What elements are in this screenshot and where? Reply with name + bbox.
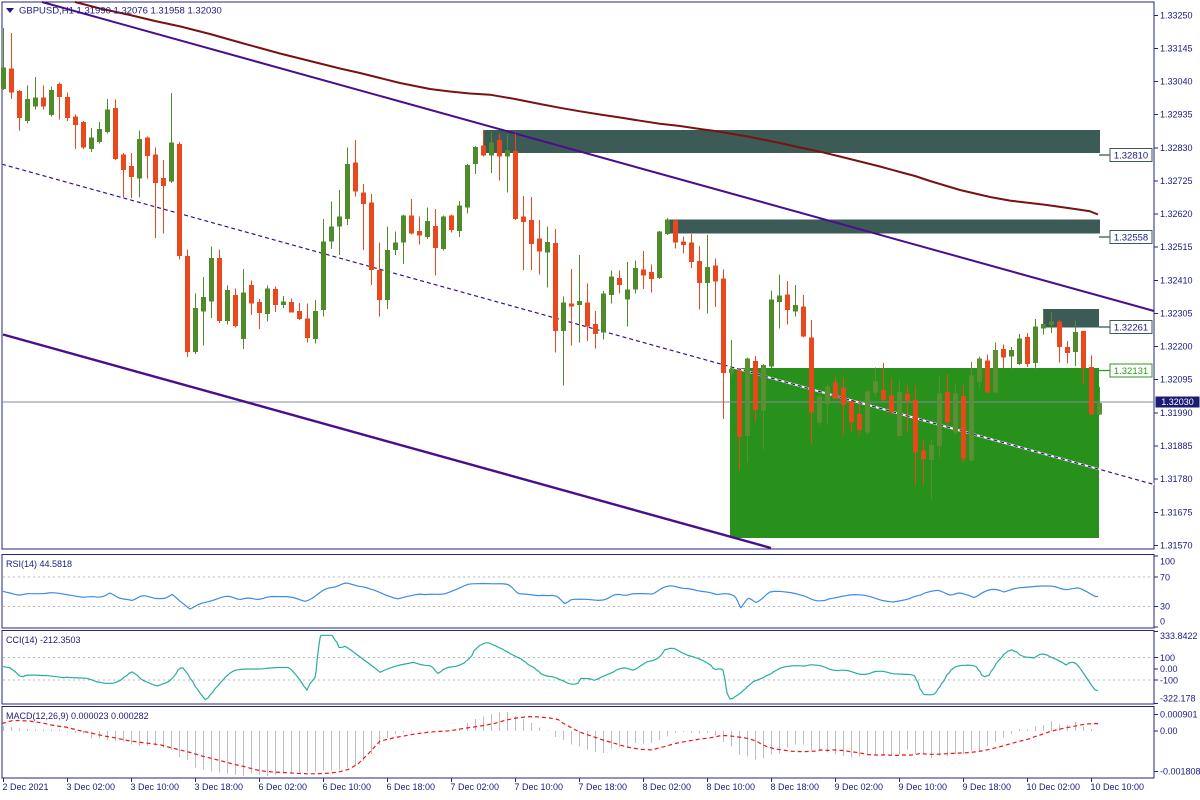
svg-text:1.32030: 1.32030 bbox=[1161, 397, 1194, 407]
svg-text:7 Dec 10:00: 7 Dec 10:00 bbox=[515, 782, 564, 792]
svg-text:1.32305: 1.32305 bbox=[1160, 308, 1193, 318]
svg-text:1.32410: 1.32410 bbox=[1160, 275, 1193, 285]
svg-text:6 Dec 18:00: 6 Dec 18:00 bbox=[387, 782, 436, 792]
svg-text:6 Dec 02:00: 6 Dec 02:00 bbox=[259, 782, 308, 792]
svg-text:8 Dec 10:00: 8 Dec 10:00 bbox=[707, 782, 756, 792]
svg-text:9 Dec 10:00: 9 Dec 10:00 bbox=[899, 782, 948, 792]
svg-text:GBPUSD,H1 1.31990 1.32076 1.31: GBPUSD,H1 1.31990 1.32076 1.31958 1.3203… bbox=[19, 6, 222, 17]
svg-text:1.31885: 1.31885 bbox=[1160, 441, 1193, 451]
svg-text:100: 100 bbox=[1160, 556, 1175, 566]
svg-text:0.000901: 0.000901 bbox=[1160, 710, 1198, 720]
svg-text:0.00: 0.00 bbox=[1160, 726, 1178, 736]
svg-text:MACD(12,26,9) 0.000023 0.00028: MACD(12,26,9) 0.000023 0.000282 bbox=[6, 711, 149, 721]
svg-text:333.8422: 333.8422 bbox=[1160, 631, 1198, 641]
svg-text:1.32131: 1.32131 bbox=[1114, 366, 1148, 377]
svg-text:3 Dec 10:00: 3 Dec 10:00 bbox=[131, 782, 180, 792]
svg-text:1.33250: 1.33250 bbox=[1160, 10, 1193, 20]
svg-text:1.32200: 1.32200 bbox=[1160, 342, 1193, 352]
svg-text:1.32810: 1.32810 bbox=[1114, 151, 1148, 162]
svg-text:10 Dec 02:00: 10 Dec 02:00 bbox=[1027, 782, 1081, 792]
svg-text:10 Dec 10:00: 10 Dec 10:00 bbox=[1091, 782, 1145, 792]
svg-text:-0.001808: -0.001808 bbox=[1160, 767, 1200, 777]
svg-text:1.32558: 1.32558 bbox=[1114, 233, 1148, 244]
svg-text:7 Dec 18:00: 7 Dec 18:00 bbox=[579, 782, 628, 792]
svg-text:70: 70 bbox=[1160, 572, 1170, 582]
svg-text:1.32095: 1.32095 bbox=[1160, 375, 1193, 385]
svg-text:-100: -100 bbox=[1160, 676, 1178, 686]
svg-text:1.32620: 1.32620 bbox=[1160, 209, 1193, 219]
svg-text:1.33040: 1.33040 bbox=[1160, 77, 1193, 87]
svg-text:1.31780: 1.31780 bbox=[1160, 474, 1193, 484]
svg-text:100: 100 bbox=[1160, 653, 1175, 663]
svg-text:1.32515: 1.32515 bbox=[1160, 242, 1193, 252]
svg-text:CCI(14) -212.3503: CCI(14) -212.3503 bbox=[6, 635, 81, 645]
svg-text:-322.178: -322.178 bbox=[1160, 694, 1196, 704]
svg-text:1.31675: 1.31675 bbox=[1160, 507, 1193, 517]
svg-text:0.00: 0.00 bbox=[1160, 664, 1178, 674]
svg-text:3 Dec 18:00: 3 Dec 18:00 bbox=[195, 782, 244, 792]
svg-text:1.32261: 1.32261 bbox=[1114, 323, 1148, 334]
svg-text:1.32830: 1.32830 bbox=[1160, 143, 1193, 153]
svg-text:2 Dec 2021: 2 Dec 2021 bbox=[3, 782, 49, 792]
svg-text:1.33145: 1.33145 bbox=[1160, 43, 1193, 53]
svg-text:8 Dec 02:00: 8 Dec 02:00 bbox=[643, 782, 692, 792]
svg-text:9 Dec 02:00: 9 Dec 02:00 bbox=[835, 782, 884, 792]
svg-text:30: 30 bbox=[1160, 601, 1170, 611]
svg-text:6 Dec 10:00: 6 Dec 10:00 bbox=[323, 782, 372, 792]
svg-text:8 Dec 18:00: 8 Dec 18:00 bbox=[771, 782, 820, 792]
svg-text:0: 0 bbox=[1160, 617, 1165, 627]
svg-text:9 Dec 18:00: 9 Dec 18:00 bbox=[963, 782, 1012, 792]
svg-text:RSI(14) 44.5818: RSI(14) 44.5818 bbox=[6, 559, 72, 569]
svg-text:1.32725: 1.32725 bbox=[1160, 176, 1193, 186]
svg-text:1.31570: 1.31570 bbox=[1160, 540, 1193, 550]
svg-text:7 Dec 02:00: 7 Dec 02:00 bbox=[451, 782, 500, 792]
svg-text:1.31990: 1.31990 bbox=[1160, 408, 1193, 418]
svg-text:1.32935: 1.32935 bbox=[1160, 110, 1193, 120]
svg-text:3 Dec 02:00: 3 Dec 02:00 bbox=[67, 782, 116, 792]
